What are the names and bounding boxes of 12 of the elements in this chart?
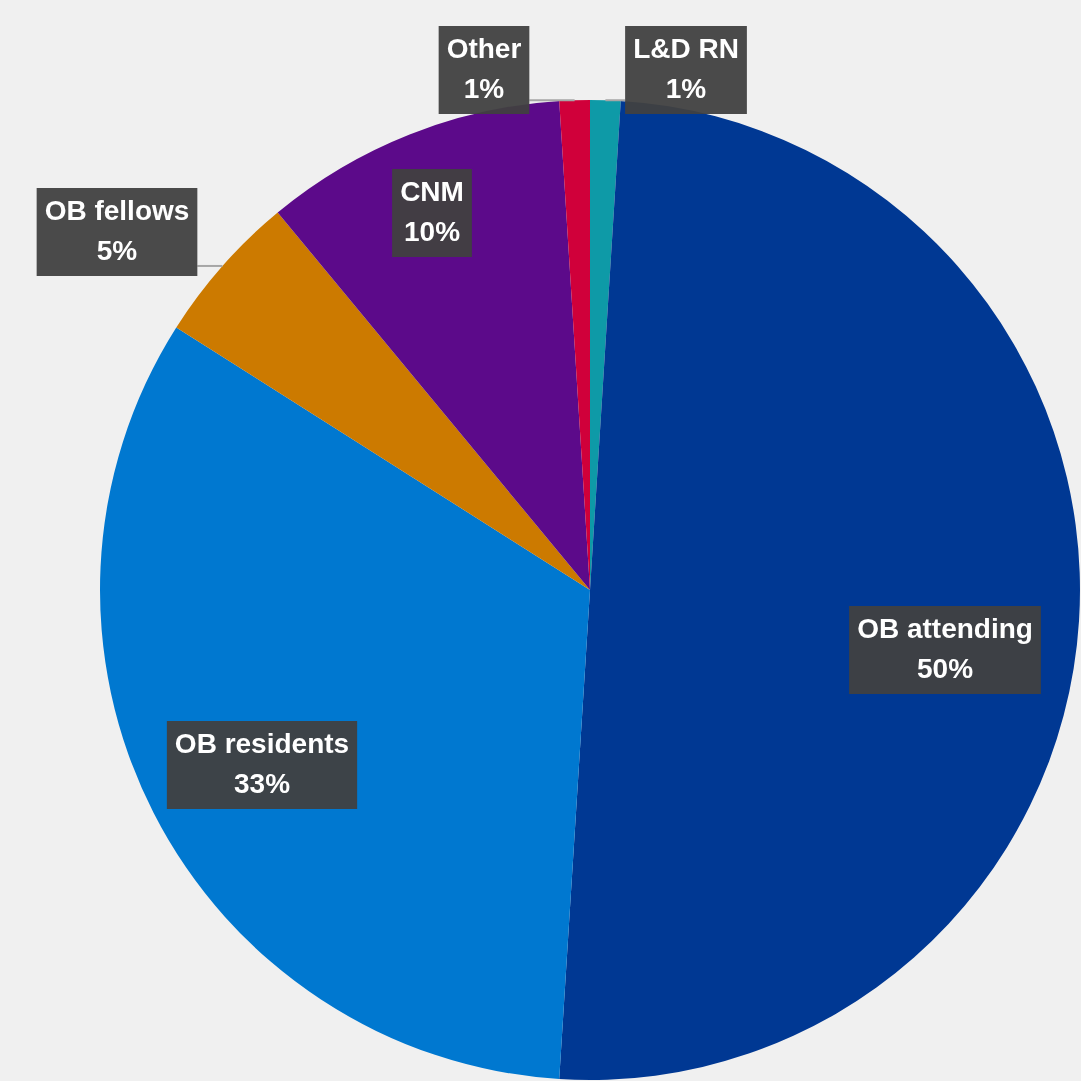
data-label: 10% xyxy=(403,215,461,247)
data-label: 5% xyxy=(96,234,138,266)
data-label: 1% xyxy=(463,72,505,104)
slice-label: OB attending xyxy=(857,612,1033,644)
data-label: 1% xyxy=(665,72,707,104)
slice-label: CNM xyxy=(400,175,464,207)
slice-label: OB residents xyxy=(174,727,350,759)
data-label: 33% xyxy=(233,767,291,799)
slice-label: L&D RN xyxy=(633,32,739,64)
data-label: 50% xyxy=(916,652,974,684)
slice-label: OB fellows xyxy=(44,194,190,226)
slice-label: Other xyxy=(446,32,522,64)
